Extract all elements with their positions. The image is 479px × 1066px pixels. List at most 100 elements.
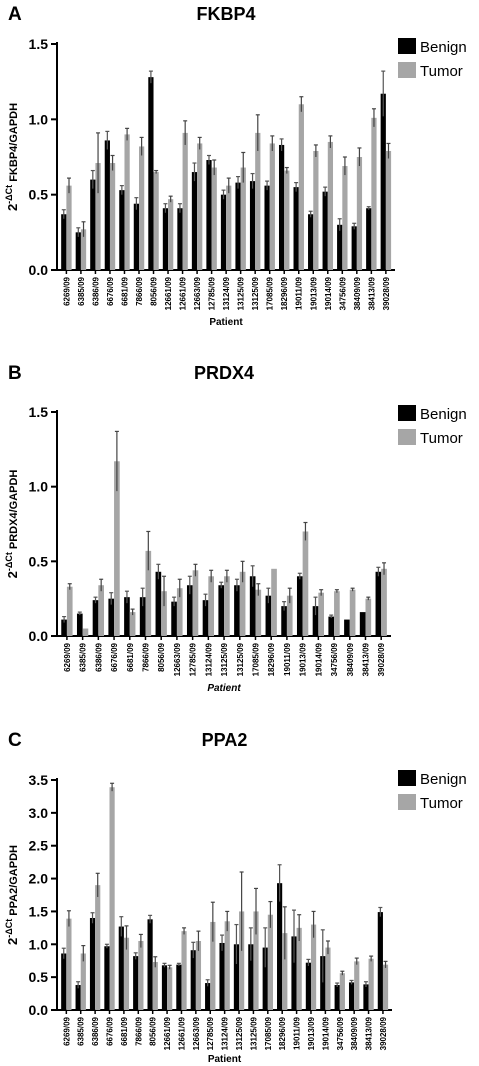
chart-panel-b: B PRDX4 2-ΔCt PRDX4/GAPDH 0.0 0.5 1.0 1.5 6269/…	[4, 363, 467, 694]
bar-tumor	[195, 941, 202, 1010]
bar-tumor	[224, 576, 230, 636]
bar-benign	[104, 140, 110, 270]
bar-benign	[312, 606, 319, 636]
legend-label-benign: Benign	[420, 39, 467, 56]
bar-benign	[220, 194, 227, 270]
bar-benign	[92, 600, 99, 636]
bar-tumor	[192, 570, 199, 636]
bar-benign	[61, 953, 67, 1010]
y-tick-label: 1.5	[29, 903, 49, 919]
bar-benign	[104, 946, 110, 1010]
bar-tumor	[286, 595, 293, 636]
y-tick-label: 0.0	[29, 1002, 49, 1018]
x-tick-label: 39028/09	[377, 642, 386, 676]
bar-tumor	[124, 134, 130, 270]
panel-letter: B	[8, 363, 22, 384]
y-tick-label: 1.5	[29, 404, 49, 420]
y-tick-label: 0.5	[29, 187, 49, 203]
chart-title: PRDX4	[194, 363, 254, 383]
x-tick-label: 6385/09	[77, 1016, 86, 1045]
bar-benign	[322, 191, 328, 270]
bar-benign	[155, 571, 162, 636]
bar-tumor	[224, 921, 230, 1010]
bar-tumor	[239, 911, 245, 1010]
bar-tumor	[138, 941, 144, 1010]
x-tick-label: 39028/09	[379, 1016, 388, 1050]
bar-tumor	[255, 589, 262, 636]
y-tick-label: 0.0	[29, 628, 49, 644]
bar-benign	[320, 956, 326, 1010]
y-tick-label: 0.5	[29, 969, 49, 985]
legend-swatch-benign	[398, 770, 416, 786]
bar-tumor	[181, 931, 187, 1010]
bar-tumor	[382, 964, 389, 1010]
x-tick-label: 18296/09	[280, 276, 289, 310]
x-tick-label: 12785/09	[206, 1016, 215, 1050]
bar-tumor	[82, 628, 89, 636]
bar-tumor	[381, 568, 387, 636]
x-tick-label: 38413/09	[361, 642, 370, 676]
bar-benign	[118, 926, 124, 1010]
y-tick-label: 1.5	[29, 36, 49, 52]
x-tick-label: 12785/09	[189, 642, 198, 676]
x-tick-label: 6386/09	[91, 276, 100, 305]
bar-tumor	[182, 132, 188, 270]
y-axis-label: 2-ΔCt PRDX4/GAPDH	[4, 470, 20, 579]
bar-tumor	[66, 918, 72, 1010]
bar-benign	[375, 571, 382, 636]
bar-tumor	[269, 143, 275, 270]
x-tick-label: 13124/09	[222, 276, 231, 310]
bar-tumor	[153, 172, 159, 270]
x-tick-label: 6681/09	[120, 1016, 129, 1045]
bar-benign	[75, 985, 81, 1010]
x-tick-label: 38413/09	[365, 1016, 374, 1050]
bar-tumor	[138, 146, 145, 270]
bar-tumor	[302, 531, 309, 636]
bar-tumor	[197, 143, 203, 270]
bar-tumor	[365, 598, 372, 636]
x-tick-label: 13125/09	[236, 642, 245, 676]
bar-benign	[191, 172, 198, 270]
x-tick-label: 13125/09	[220, 642, 229, 676]
bar-benign	[61, 619, 67, 636]
bar-benign	[277, 883, 283, 1010]
bar-tumor	[354, 961, 360, 1010]
y-axis-label: 2-ΔCt PPA2/GAPDH	[4, 845, 20, 945]
x-tick-label: 39028/09	[382, 276, 391, 310]
x-tick-label: 6269/09	[62, 276, 71, 305]
y-tick-label: 0.5	[29, 553, 49, 569]
x-tick-label: 6681/09	[126, 642, 135, 671]
bar-tumor	[342, 166, 348, 270]
bar-benign	[305, 962, 311, 1010]
bar-benign	[249, 576, 256, 636]
bar-benign	[235, 182, 241, 270]
bar-benign	[380, 93, 386, 270]
bar-tumor	[129, 612, 136, 636]
x-tick-label: 6676/09	[110, 642, 119, 671]
legend-label-tumor: Tumor	[420, 795, 463, 812]
y-tick-label: 1.0	[29, 936, 49, 952]
bar-benign	[377, 912, 383, 1010]
bar-tumor	[253, 911, 259, 1010]
x-tick-label: 6385/09	[77, 276, 86, 305]
chart-panel-a: A FKBP4 2-ΔCt FKBP4/GAPDH 0.0 0.5 1.0 1.5 6269/…	[4, 4, 467, 328]
legend-swatch-tumor	[398, 794, 416, 810]
x-tick-label: 17085/09	[251, 642, 260, 676]
bar-benign	[264, 185, 270, 270]
bar-tumor	[109, 163, 116, 270]
bar-benign	[334, 985, 340, 1010]
x-tick-label: 18296/09	[278, 1016, 287, 1050]
bar-benign	[337, 224, 343, 270]
bar-benign	[139, 597, 146, 636]
bar-tumor	[313, 150, 319, 270]
bar-tumor	[296, 927, 302, 1010]
bar-benign	[161, 965, 168, 1010]
bar-benign	[344, 619, 350, 636]
bar-tumor	[66, 586, 73, 636]
x-tick-label: 38409/09	[350, 1016, 359, 1050]
bar-tumor	[284, 170, 290, 270]
legend-swatch-tumor	[398, 62, 416, 78]
bar-tumor	[226, 185, 232, 270]
y-tick-label: 2.0	[29, 871, 49, 887]
legend-label-benign: Benign	[420, 771, 467, 788]
